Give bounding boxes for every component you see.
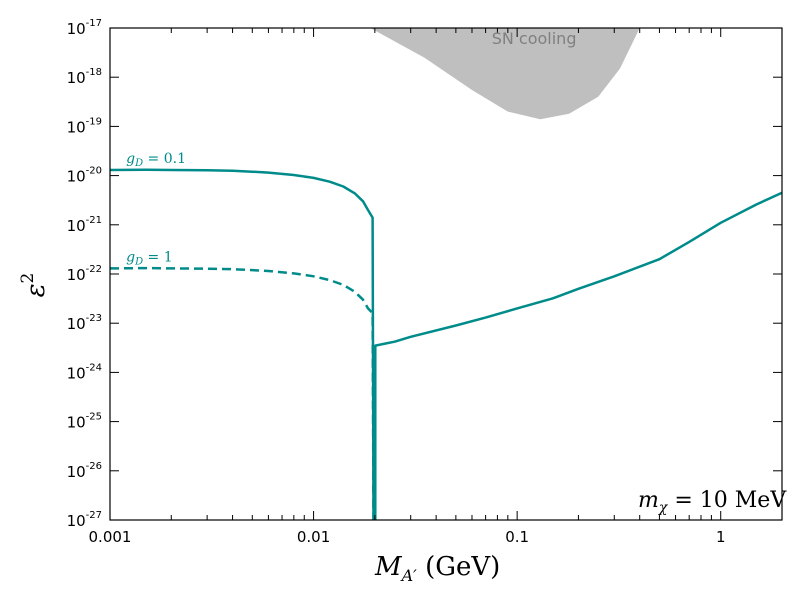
x-tick-label: 0.001 bbox=[89, 528, 132, 546]
tick-layer: 0.001 0.01 0.1 1 10-27 10-26 10-25 10-24 10-23 10… bbox=[67, 18, 782, 546]
x-axis-label: MA′ (GeV) bbox=[374, 552, 500, 585]
y-tick-label: 10-24 bbox=[67, 362, 102, 382]
y-tick-label: 10-23 bbox=[67, 313, 102, 333]
y-axis-label: ε2 bbox=[18, 273, 51, 298]
x-tick-label: 1 bbox=[716, 528, 726, 546]
y-tick-label: 10-17 bbox=[67, 18, 102, 38]
y-tick-label: 10-26 bbox=[67, 461, 102, 481]
series-layer bbox=[110, 168, 782, 520]
x-tick-label: 0.1 bbox=[505, 528, 529, 546]
y-tick-label: 10-19 bbox=[67, 116, 102, 136]
sn-cooling-label: SN cooling bbox=[492, 29, 577, 48]
x-tick-label: 0.01 bbox=[297, 528, 330, 546]
region-sn-cooling bbox=[370, 28, 640, 120]
y-tick-label: 10-22 bbox=[67, 264, 102, 284]
y-tick-label: 10-25 bbox=[67, 412, 102, 432]
gd-01-label: gD = 0.1 bbox=[126, 151, 186, 169]
y-tick-label: 10-27 bbox=[67, 510, 102, 530]
y-tick-label: 10-21 bbox=[67, 215, 102, 235]
plot-frame bbox=[109, 27, 783, 521]
y-tick-label: 10-20 bbox=[67, 166, 102, 186]
region-layer bbox=[370, 28, 640, 120]
series-line-0 bbox=[110, 168, 375, 520]
gd-1-label: gD = 1 bbox=[126, 249, 173, 267]
series-line-1 bbox=[110, 266, 375, 520]
y-tick-label: 10-18 bbox=[67, 67, 102, 87]
m-chi-label: mχ = 10 MeV bbox=[638, 488, 787, 516]
series-line-2 bbox=[374, 191, 782, 520]
